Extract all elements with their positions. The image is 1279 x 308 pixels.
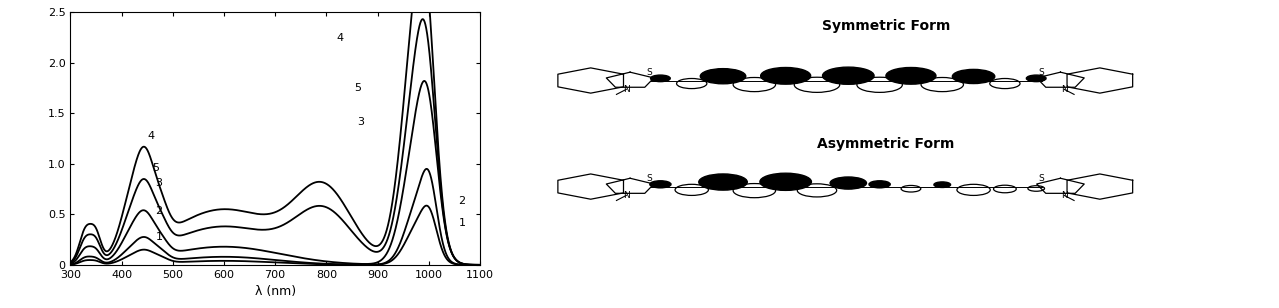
Text: 4: 4 [147, 131, 155, 140]
Text: N: N [623, 85, 629, 94]
Text: S: S [646, 174, 652, 183]
Ellipse shape [760, 173, 811, 190]
Text: Symmetric Form: Symmetric Form [822, 18, 950, 33]
Text: 1: 1 [458, 218, 466, 229]
Text: N: N [1060, 85, 1068, 94]
Ellipse shape [886, 67, 936, 84]
Text: N: N [623, 191, 629, 200]
Text: S: S [1039, 68, 1045, 77]
Ellipse shape [1026, 75, 1046, 82]
X-axis label: λ (nm): λ (nm) [255, 285, 295, 298]
Text: 3: 3 [357, 117, 365, 128]
Text: 2: 2 [458, 196, 466, 206]
Ellipse shape [650, 181, 671, 188]
Text: Asymmetric Form: Asymmetric Form [817, 137, 955, 151]
Ellipse shape [701, 69, 746, 84]
Text: 5: 5 [354, 83, 362, 93]
Text: S: S [1039, 174, 1045, 183]
Ellipse shape [822, 67, 874, 84]
Ellipse shape [934, 182, 950, 188]
Text: 5: 5 [152, 163, 160, 173]
Ellipse shape [953, 69, 995, 83]
Ellipse shape [651, 75, 670, 82]
Text: N: N [1060, 191, 1068, 200]
Text: 2: 2 [155, 206, 162, 216]
Ellipse shape [830, 177, 866, 189]
Text: 4: 4 [336, 33, 344, 43]
Ellipse shape [698, 174, 747, 190]
Text: 3: 3 [155, 178, 162, 188]
Ellipse shape [761, 67, 811, 84]
Text: 1: 1 [155, 232, 162, 241]
Ellipse shape [868, 181, 890, 188]
Text: S: S [646, 68, 652, 77]
